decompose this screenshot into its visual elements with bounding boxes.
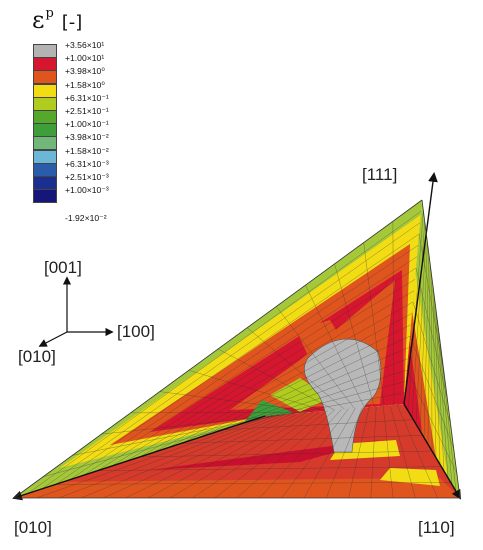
direction-label-110: [110] [418,518,455,537]
legend-label: +1.58×10⁰ [65,79,105,90]
legend-swatch [33,189,57,204]
legend-label: +6.31×10⁻¹ [65,92,109,103]
direction-label-111: [111] [362,165,398,184]
legend-bottom-label: -1.92×10⁻² [65,213,107,223]
legend-label: +3.98×10⁻² [65,132,109,143]
mesh-grid [27,210,457,499]
right-face [404,200,460,498]
legend-label: +1.00×10⁻³ [65,185,109,196]
outer-edge-left [13,199,423,499]
legend-label: +2.51×10⁻¹ [65,106,109,116]
outer-edge-right [421,199,461,499]
legend-label: +3.98×10⁰ [65,66,105,77]
triad-label-100: [100] [117,322,155,341]
legend-label: +3.56×10¹ [65,40,105,50]
legend-label: +1.00×10¹ [65,53,105,64]
legend-label: +1.58×10⁻² [65,145,109,156]
direction-label-010: [010] [14,518,52,537]
coordinate-triad [38,276,114,347]
direction-110-edge [403,403,462,500]
strain-symbol: ε [32,6,45,34]
legend-label: +2.51×10⁻³ [65,172,109,182]
legend-label: +6.31×10⁻³ [65,158,109,169]
triad-label-010: [010] [18,347,56,366]
strain-superscript: p [45,6,54,21]
legend-title: εp [-] [32,6,82,34]
legend-label: +1.00×10⁻¹ [65,119,109,130]
triad-y-arrow [38,331,68,347]
triad-label-001: [001] [44,258,82,277]
strain-unit: [-] [61,12,83,33]
direction-010-edge [12,415,266,501]
direction-111-edge [403,172,438,405]
